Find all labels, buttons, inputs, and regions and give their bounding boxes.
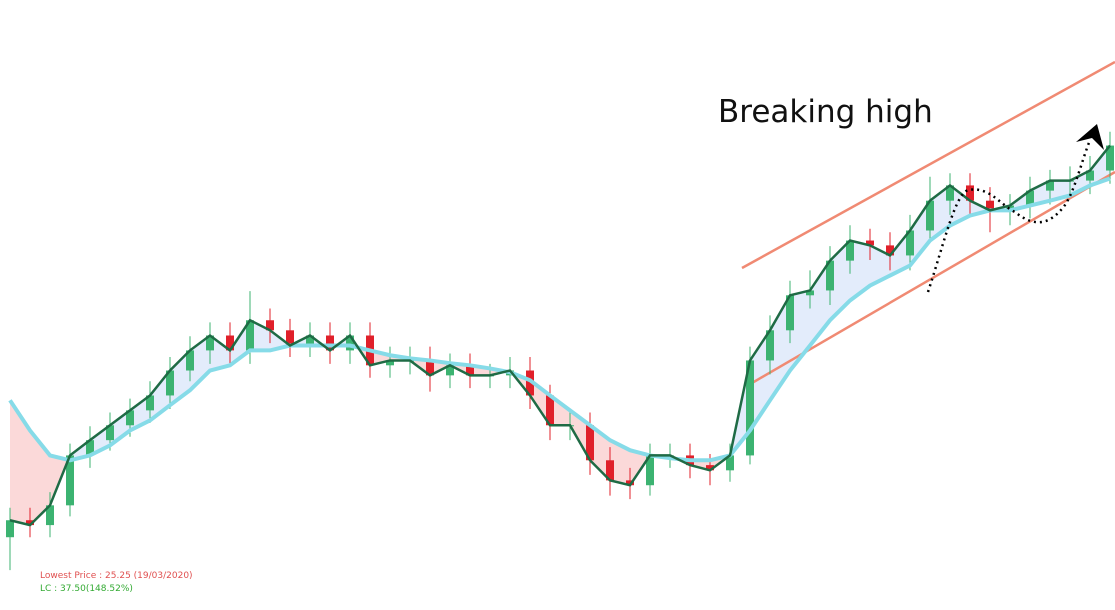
candle-body	[106, 425, 114, 441]
ma-fill-segment	[590, 425, 610, 481]
candle-body	[786, 295, 794, 331]
ma-fill-segment	[550, 395, 570, 426]
candle-body	[886, 245, 894, 256]
candle-body	[326, 335, 334, 351]
candle-body	[66, 455, 74, 506]
annotation: Breaking high	[718, 94, 933, 130]
candle-body	[466, 365, 474, 376]
candle-body	[226, 335, 234, 351]
ma-fill-segment	[890, 230, 910, 276]
candle-body	[1026, 190, 1034, 206]
ma-fill	[10, 145, 1110, 526]
ma-fill-segment	[1070, 170, 1090, 196]
ma-fill-segment	[530, 380, 550, 426]
candle-body	[1006, 205, 1014, 211]
candle-body	[546, 395, 554, 426]
note: LC : 37.50(148.52%)	[40, 584, 133, 594]
candle-body	[386, 360, 394, 366]
candle-body	[766, 330, 774, 361]
candle-body	[446, 365, 454, 376]
channel-lower	[751, 170, 1115, 385]
ma-fill-segment	[930, 185, 950, 241]
ma-fill-segment	[30, 430, 50, 526]
candle-body	[986, 200, 994, 211]
candle-body	[706, 465, 714, 471]
close-line	[9, 144, 1111, 527]
candle-body	[606, 460, 614, 481]
plot	[6, 131, 1114, 571]
candle-body	[426, 360, 434, 376]
candle-body	[266, 320, 274, 331]
ma-fill-segment	[210, 335, 230, 371]
candle-body	[846, 240, 854, 261]
ma-fill-segment	[870, 245, 890, 286]
candle-body	[806, 290, 814, 296]
candle-body	[6, 520, 14, 538]
ma-fill-segment	[830, 240, 850, 321]
ma-fill-segment	[110, 410, 130, 446]
ma-fill-segment	[770, 295, 790, 401]
candle-body	[926, 200, 934, 231]
candle-body	[126, 410, 134, 426]
candle-body	[646, 455, 654, 486]
ma-fill-segment	[910, 200, 930, 266]
candle-body	[586, 425, 594, 461]
ma-fill-segment	[190, 335, 210, 391]
ma-fill-segment	[610, 440, 630, 486]
candle-body	[286, 330, 294, 346]
candle-body	[86, 440, 94, 456]
candle-body	[906, 230, 914, 256]
channel-upper	[741, 60, 1115, 270]
candle-body	[46, 505, 54, 526]
candle-body	[966, 185, 974, 201]
ma-fill-segment	[10, 400, 30, 526]
candle-body	[26, 520, 34, 526]
candle-body	[166, 370, 174, 396]
ma-fill-segment	[950, 185, 970, 226]
candle-body	[246, 320, 254, 351]
projection-path	[926, 139, 1092, 293]
ma-fill-segment	[1030, 180, 1050, 206]
candle-body	[186, 350, 194, 371]
candle-body	[146, 395, 154, 411]
moving-average	[8, 176, 1111, 463]
candle-body	[726, 455, 734, 471]
candle-body	[946, 185, 954, 201]
candle-body	[866, 240, 874, 246]
candle-body	[746, 360, 754, 456]
candle-body	[1046, 180, 1054, 191]
ma-fill-segment	[1090, 145, 1110, 186]
candle-body	[1086, 170, 1094, 181]
candle-body	[1106, 145, 1114, 171]
candle-body	[526, 370, 534, 396]
candle-body	[826, 260, 834, 291]
ma-fill-segment	[850, 240, 870, 301]
candle-body	[626, 480, 634, 486]
arrow-head	[1076, 124, 1104, 150]
candle-body	[346, 335, 354, 351]
ma-fill-segment	[170, 350, 190, 406]
candle-body	[306, 335, 314, 346]
note: Lowest Price : 25.25 (19/03/2020)	[40, 571, 193, 581]
candle-body	[206, 335, 214, 351]
